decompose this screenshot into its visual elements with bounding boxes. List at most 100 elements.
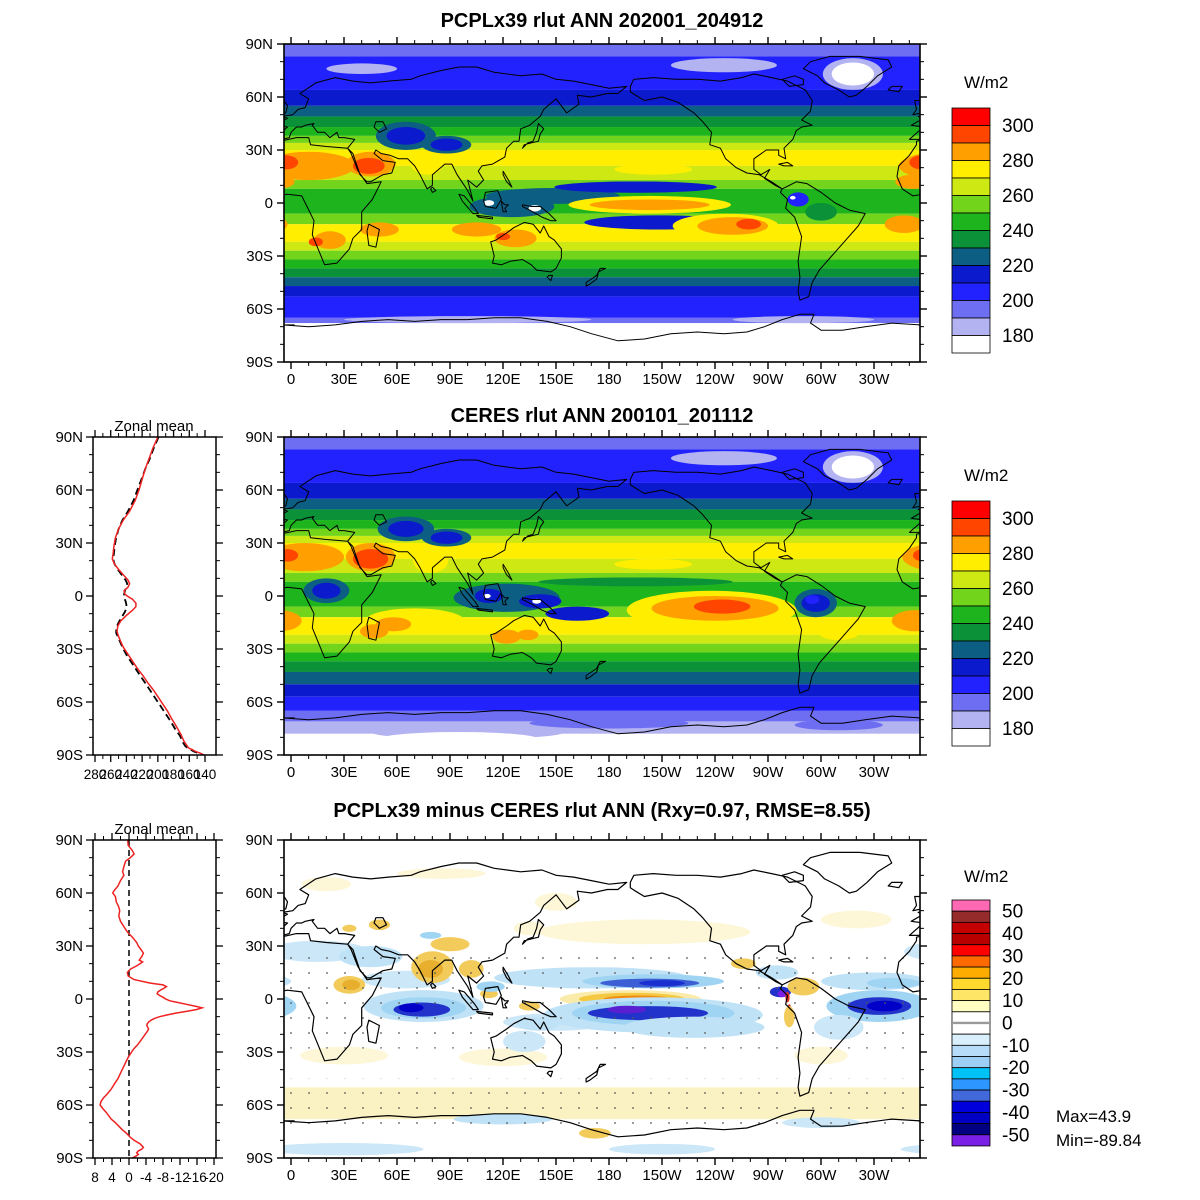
zonal-band: [284, 652, 920, 662]
field-feature: [1058, 529, 1107, 547]
zonal-band: [284, 135, 920, 143]
colorbar-tick-label: 280: [1002, 544, 1034, 565]
stat-min: Min=-89.84: [1056, 1131, 1142, 1150]
lat-tick-label: 30N: [245, 938, 273, 955]
field-feature: [1067, 139, 1099, 151]
colorbar-box: [951, 282, 991, 301]
field-feature: [884, 215, 920, 234]
colorbar-box: [951, 693, 991, 712]
colorbar-box: [951, 335, 991, 354]
lat-tick-label: 0: [265, 588, 273, 605]
zonal-lat-tick-label: 30S: [56, 641, 83, 658]
zonal-x-tick-label: 280: [84, 767, 107, 782]
lat-tick-label: 30S: [246, 1044, 273, 1061]
field-feature: [1120, 200, 1131, 206]
field-feature: [517, 629, 539, 641]
lat-tick-label: 60N: [245, 482, 273, 499]
field-feature: [1067, 532, 1099, 544]
zonal-band: [284, 44, 920, 57]
zonal-x-tick-label: 140: [194, 767, 217, 782]
field-feature: [0, 995, 35, 1002]
field-feature: [196, 63, 238, 86]
field-feature: [284, 1142, 424, 1156]
zonal-background: [93, 840, 216, 1158]
field-feature: [1033, 868, 1121, 879]
colorbar-tick-label: 300: [1002, 509, 1034, 530]
field-feature: [412, 548, 449, 574]
field-feature: [0, 196, 95, 214]
field-feature: [609, 1143, 716, 1155]
colorbar-tick-label: 200: [1002, 291, 1034, 312]
colorbar-tick-label: -10: [1002, 1036, 1029, 1057]
lat-tick-label: 30N: [245, 535, 273, 552]
field-feature: [411, 153, 443, 175]
lon-tick-label: 90E: [437, 764, 464, 781]
lat-tick-label: 60S: [246, 694, 273, 711]
lon-tick-label: 0: [287, 1167, 295, 1184]
zonal-x-tick-label: 260: [99, 767, 122, 782]
coastlines: [896, 911, 920, 1122]
zonal-lat-tick-label: 90S: [56, 747, 83, 764]
panel-obs-title: CERES rlut ANN 200101_201112: [451, 405, 754, 427]
field-feature: [1128, 630, 1156, 644]
field-feature: [554, 181, 717, 193]
lat-tick-label: 0: [265, 195, 273, 212]
zonal-x-tick-label: -16: [187, 1170, 207, 1185]
colorbar-box: [951, 1056, 991, 1069]
panel-model: PCPLx39 rlut ANN 202001_204912 W/m2 0 30E…: [0, 10, 1200, 388]
field-feature: [1155, 1002, 1176, 1011]
colorbar-tick-label: 240: [1002, 614, 1034, 635]
lon-tick-label: 150W: [642, 371, 682, 388]
colorbar-box: [951, 710, 991, 729]
field-feature: [1171, 893, 1200, 911]
zonal-lat-tick-label: 90S: [56, 1150, 83, 1167]
zonal-x-tick-label: 200: [147, 767, 170, 782]
field-feature: [0, 993, 49, 1005]
field-feature: [352, 157, 385, 174]
field-feature: [1106, 196, 1191, 217]
field-feature: [787, 192, 809, 207]
lon-tick-label: 150E: [538, 1167, 573, 1184]
field-feature: [1035, 1003, 1060, 1012]
field-feature: [61, 217, 132, 235]
field-feature: [0, 990, 65, 1008]
field-feature: [1139, 1031, 1181, 1052]
field-feature: [831, 62, 875, 86]
field-feature: [821, 910, 892, 929]
zonal-band: [284, 733, 920, 755]
field-feature: [284, 155, 299, 170]
lon-tick-label: 60W: [806, 764, 838, 781]
colorbar-model: 300 280 260 240 220 200 180: [951, 107, 1034, 354]
colorbar-tick-label: 200: [1002, 684, 1034, 705]
field-feature: [532, 598, 542, 604]
lon-tick-label: 150W: [642, 1167, 682, 1184]
lon-tick-label: 90E: [437, 1167, 464, 1184]
field-feature: [1130, 967, 1200, 988]
field-feature: [670, 58, 777, 73]
colorbar-box: [951, 1134, 991, 1147]
field-feature: [831, 455, 875, 479]
field-feature: [154, 196, 160, 200]
colorbar-box: [951, 535, 991, 554]
colorbar-tick-label: 180: [1002, 719, 1034, 740]
map-plot-area: [0, 840, 1200, 1158]
field-feature: [891, 610, 920, 632]
field-feature: [1090, 584, 1196, 612]
field-feature: [1190, 181, 1200, 192]
zonal-band: [284, 528, 920, 536]
zonal-lat-tick-label: 90N: [55, 429, 83, 446]
zonal-x-tick-label: 180: [162, 767, 185, 782]
colorbar-box: [951, 1089, 991, 1102]
lon-tick-label: 30E: [331, 764, 358, 781]
coastlines: [896, 508, 920, 719]
field-feature: [1095, 1048, 1183, 1066]
colorbar-tick-label: 20: [1002, 969, 1023, 990]
zonal-band: [284, 286, 920, 297]
colorbar-box: [951, 1078, 991, 1091]
field-feature: [817, 622, 860, 641]
lon-tick-label: 120E: [485, 1167, 520, 1184]
lon-tick-label: 180: [596, 371, 621, 388]
field-feature: [352, 549, 389, 569]
